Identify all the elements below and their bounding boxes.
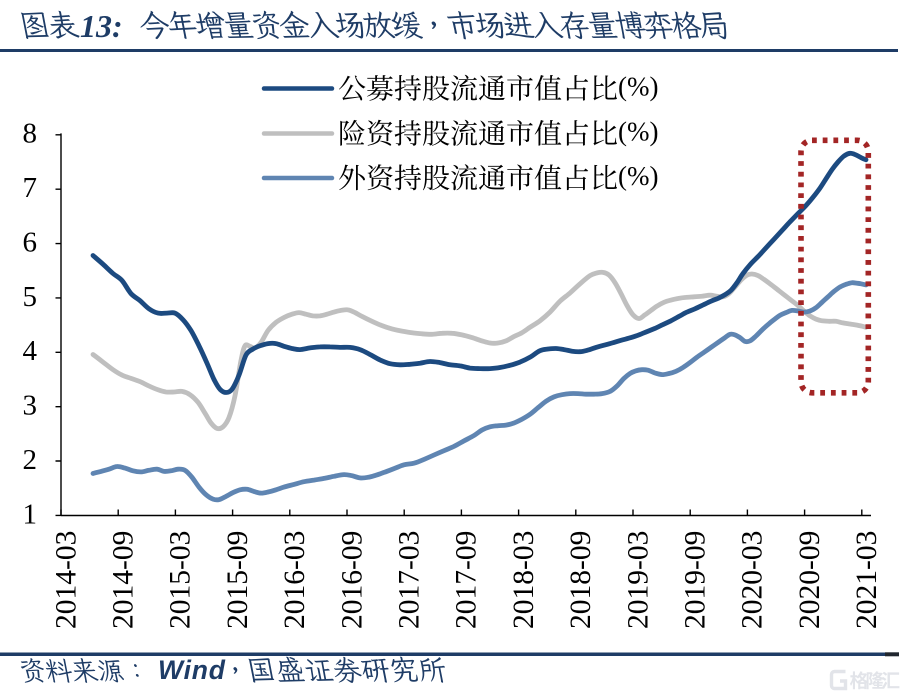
svg-text:(%): (%) (618, 161, 658, 191)
svg-text:6: 6 (23, 227, 38, 259)
svg-text:2017-09: 2017-09 (451, 531, 483, 629)
svg-text:2016-03: 2016-03 (279, 531, 311, 629)
svg-text:1: 1 (23, 498, 38, 530)
svg-text:7: 7 (23, 172, 38, 204)
svg-text:2015-03: 2015-03 (165, 531, 197, 629)
svg-text:2019-09: 2019-09 (680, 531, 712, 629)
svg-text:2021-03: 2021-03 (851, 531, 883, 629)
svg-text:2019-03: 2019-03 (622, 531, 654, 629)
svg-text:4: 4 (23, 335, 38, 367)
svg-text:2014-09: 2014-09 (108, 531, 140, 629)
svg-text:2018-09: 2018-09 (565, 531, 597, 629)
svg-text:2014-03: 2014-03 (50, 531, 82, 629)
svg-text:Wind: Wind (158, 655, 226, 685)
svg-text:2020-03: 2020-03 (737, 531, 769, 629)
svg-text:(%): (%) (618, 117, 658, 147)
svg-text:5: 5 (23, 281, 38, 313)
svg-text:(%): (%) (618, 72, 658, 102)
svg-text:8: 8 (23, 118, 38, 150)
svg-text:3: 3 (23, 390, 38, 422)
svg-text:2018-03: 2018-03 (508, 531, 540, 629)
svg-text:13:: 13: (80, 8, 123, 44)
svg-text:2017-03: 2017-03 (394, 531, 426, 629)
svg-text:2: 2 (23, 444, 38, 476)
svg-text:2015-09: 2015-09 (222, 531, 254, 629)
svg-text:2016-09: 2016-09 (336, 531, 368, 629)
svg-text:2020-09: 2020-09 (794, 531, 826, 629)
